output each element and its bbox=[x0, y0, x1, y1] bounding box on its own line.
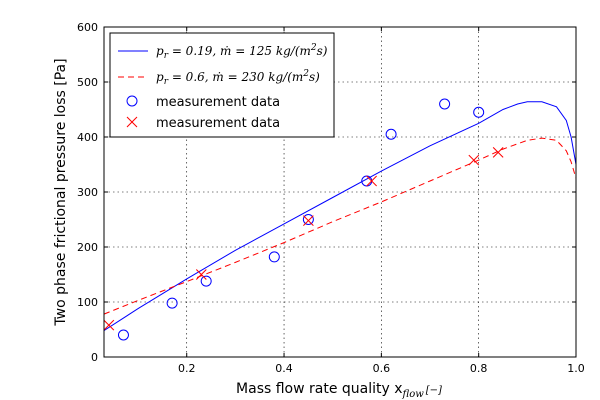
data-point-3 bbox=[366, 175, 377, 187]
x-tick-label: 1.0 bbox=[567, 362, 585, 375]
y-tick-label: 0 bbox=[91, 351, 98, 364]
data-point-2 bbox=[439, 98, 451, 110]
plot-area bbox=[104, 98, 576, 341]
data-point-3 bbox=[195, 269, 207, 280]
plot-series bbox=[104, 98, 576, 341]
x-tick-label: 0.8 bbox=[470, 362, 488, 375]
x-tick-label: 0.4 bbox=[275, 362, 293, 375]
legend-entry-0-label: pr = 0.19, ṁ = 125 kg/(m2s) bbox=[156, 43, 328, 61]
data-point-2 bbox=[117, 329, 129, 341]
y-tick-label: 500 bbox=[77, 76, 98, 89]
data-point-3 bbox=[303, 215, 314, 226]
legend-entry-3-label: measurement data bbox=[156, 116, 280, 131]
x-tick-label: 0.2 bbox=[178, 362, 196, 375]
legend-entry-2-swatch bbox=[126, 95, 138, 107]
data-point-2 bbox=[268, 251, 280, 263]
data-point-3 bbox=[104, 319, 115, 331]
y-tick-label: 200 bbox=[77, 241, 98, 254]
series-line-0 bbox=[104, 101, 576, 332]
legend: pr = 0.19, ṁ = 125 kg/(m2s) pr = 0.6, ṁ =… bbox=[109, 32, 335, 138]
data-point-2 bbox=[200, 275, 212, 287]
data-point-2 bbox=[166, 297, 178, 309]
x-axis-label-main: Mass flow rate quality x bbox=[236, 381, 403, 397]
x-axis-label-subscript: flow bbox=[402, 389, 425, 400]
ticks: 0.2 0.4 0.6 0.8 1.0 0 100 200 300 400 500 600 bbox=[77, 21, 585, 375]
legend-box bbox=[109, 32, 335, 138]
y-tick-label: 100 bbox=[77, 296, 98, 309]
y-tick-label: 400 bbox=[77, 131, 98, 144]
y-tick-label: 600 bbox=[77, 21, 98, 34]
legend-entry-2-label: measurement data bbox=[156, 95, 280, 110]
legend-entry-1-label: pr = 0.6, ṁ = 230 kg/(m2s) bbox=[156, 69, 320, 87]
x-axis-label: Mass flow rate quality xflow [−] bbox=[236, 381, 442, 400]
x-tick-label: 0.6 bbox=[373, 362, 391, 375]
data-point-3 bbox=[468, 154, 480, 166]
legend-entry-3-swatch bbox=[126, 116, 138, 128]
data-point-3 bbox=[492, 147, 504, 158]
y-axis-label: Two phase frictional pressure loss [Pa] bbox=[53, 58, 69, 326]
y-tick-label: 300 bbox=[77, 186, 98, 199]
data-point-2 bbox=[473, 106, 485, 118]
x-axis-label-units: [−] bbox=[426, 385, 442, 396]
data-point-2 bbox=[302, 214, 314, 225]
data-point-2 bbox=[385, 128, 397, 140]
series-line-1 bbox=[104, 137, 576, 315]
